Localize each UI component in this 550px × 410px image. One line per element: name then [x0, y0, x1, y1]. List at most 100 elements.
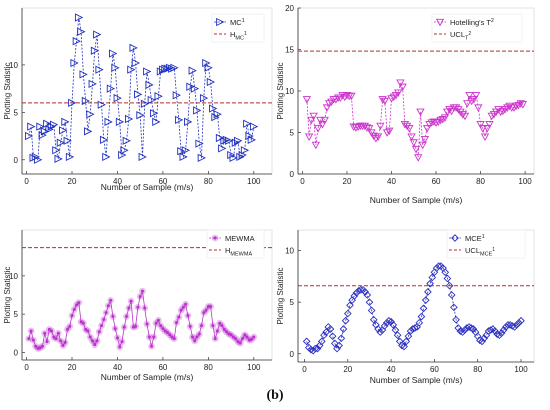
- data-point: [90, 46, 100, 55]
- data-point: [225, 330, 229, 334]
- data-point: [474, 104, 483, 112]
- x-tick-label: 0: [302, 365, 307, 374]
- data-point: [31, 338, 35, 342]
- data-point: [86, 110, 95, 119]
- data-point: [172, 91, 181, 100]
- data-point: [140, 289, 144, 293]
- x-tick-label: 40: [113, 177, 122, 186]
- data-point: [154, 321, 158, 325]
- data-point: [122, 325, 126, 329]
- data-point: [79, 70, 88, 79]
- data-point: [120, 146, 129, 155]
- data-point: [227, 150, 236, 160]
- data-point: [204, 308, 208, 312]
- x-tick-label: 40: [387, 365, 396, 374]
- data-point: [245, 335, 249, 339]
- data-point: [202, 311, 206, 315]
- data-point: [170, 335, 174, 339]
- data-point: [40, 127, 50, 136]
- data-point: [143, 306, 147, 310]
- data-point: [465, 323, 473, 331]
- data-point: [478, 337, 486, 346]
- data-point: [38, 130, 47, 140]
- data-point: [465, 91, 474, 100]
- data-point: [415, 318, 424, 327]
- data-point: [512, 321, 521, 329]
- data-point: [138, 152, 147, 162]
- data-point: [179, 308, 183, 312]
- data-point: [311, 141, 320, 150]
- data-point: [195, 335, 199, 339]
- data-point: [351, 124, 361, 132]
- data-point: [90, 339, 94, 343]
- data-point: [211, 112, 220, 122]
- data-point: [163, 329, 167, 333]
- data-point: [206, 304, 210, 308]
- data-point: [213, 110, 222, 119]
- data-point: [322, 328, 330, 336]
- data-point: [65, 152, 75, 162]
- data-point: [174, 115, 184, 125]
- data-point: [234, 136, 243, 145]
- data-point: [206, 77, 216, 87]
- data-point: [395, 337, 404, 346]
- legend-series-label: Hotelling's T2: [450, 18, 494, 27]
- data-point: [510, 323, 519, 331]
- data-point: [188, 66, 197, 75]
- data-point: [313, 344, 322, 353]
- data-point: [506, 321, 515, 329]
- data-point: [451, 104, 461, 112]
- data-point: [496, 108, 505, 117]
- data-point: [495, 331, 504, 340]
- data-point: [394, 89, 403, 97]
- data-point: [445, 281, 454, 290]
- data-point: [407, 133, 416, 141]
- data-point: [316, 116, 325, 125]
- data-point: [339, 325, 348, 333]
- data-point: [460, 112, 470, 121]
- data-point: [36, 122, 45, 131]
- data-point: [478, 125, 487, 133]
- data-point: [195, 139, 204, 148]
- data-point: [49, 120, 59, 129]
- data-point: [145, 80, 154, 89]
- data-point: [469, 325, 478, 333]
- data-point: [72, 308, 76, 312]
- data-point: [231, 335, 235, 339]
- legend-limit-label: HMEWMA: [225, 246, 252, 258]
- data-point: [209, 104, 218, 113]
- y-tick-label: 5: [290, 298, 295, 307]
- data-point: [193, 339, 197, 343]
- data-point: [154, 92, 163, 101]
- data-point: [485, 121, 494, 129]
- data-point: [440, 114, 450, 122]
- x-tick-label: 100: [247, 177, 261, 186]
- data-point: [447, 107, 456, 116]
- data-point: [422, 125, 432, 133]
- data-point: [204, 63, 213, 72]
- data-point: [250, 337, 254, 341]
- data-point: [350, 292, 359, 300]
- data-point: [36, 347, 40, 351]
- data-point: [93, 30, 102, 39]
- data-point: [454, 106, 463, 114]
- data-point: [483, 125, 492, 133]
- data-point: [243, 119, 252, 128]
- data-point: [177, 315, 181, 319]
- data-point: [197, 332, 201, 336]
- data-point: [77, 27, 86, 36]
- y-tick-label: 10: [9, 272, 18, 281]
- data-point: [416, 108, 425, 117]
- data-point: [245, 131, 254, 141]
- data-point: [247, 135, 256, 144]
- data-point: [369, 132, 378, 141]
- data-point: [93, 343, 97, 347]
- data-point: [50, 329, 54, 333]
- data-point: [188, 324, 192, 328]
- data-point: [40, 344, 44, 348]
- data-point: [385, 127, 394, 136]
- data-point: [43, 331, 47, 335]
- y-tick-label: 10: [285, 87, 294, 96]
- data-point: [400, 121, 410, 129]
- data-point: [436, 116, 445, 125]
